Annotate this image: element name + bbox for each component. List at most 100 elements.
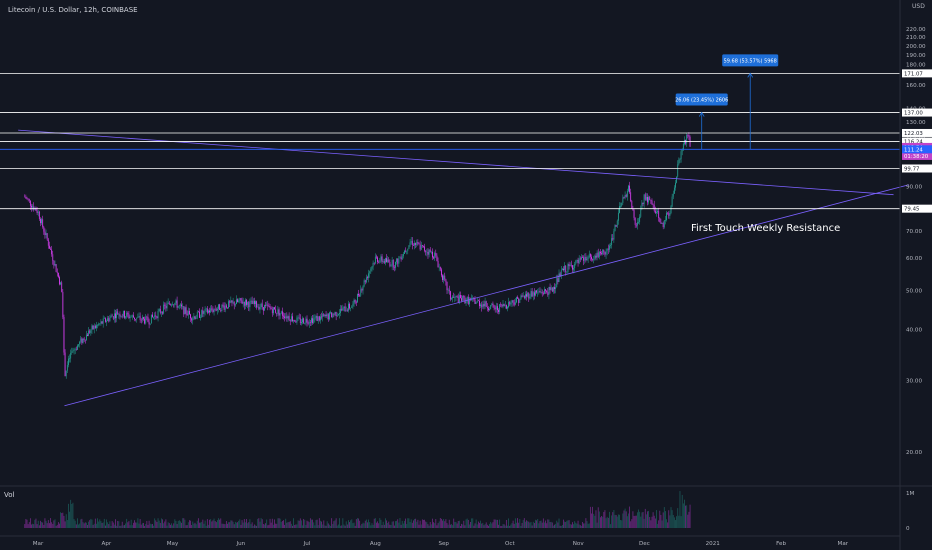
volume-bar [539, 521, 541, 528]
candle-body [320, 316, 321, 321]
candle-body [318, 316, 320, 321]
candle-body [315, 316, 317, 318]
volume-bar [155, 520, 157, 528]
candle-body [241, 300, 243, 304]
measure-label-box[interactable] [722, 54, 779, 67]
candle-body [581, 257, 582, 260]
candle-body [257, 306, 259, 308]
current-price-tag[interactable]: 111.24 [904, 147, 923, 153]
candle-body [623, 197, 625, 198]
volume-bar [326, 521, 328, 528]
volume-bar [625, 511, 627, 528]
currency-label[interactable]: USD [912, 3, 925, 10]
volume-bar [371, 523, 373, 528]
volume-bar [557, 522, 559, 528]
volume-bar [227, 523, 228, 528]
volume-bar [200, 522, 202, 528]
candle-body [171, 304, 172, 306]
volume-bar [454, 521, 456, 528]
volume-bar [594, 515, 596, 528]
candle-body [471, 297, 473, 300]
volume-bar [439, 518, 441, 528]
volume-bar [615, 515, 617, 528]
candle-body [589, 253, 591, 257]
volume-bar [270, 522, 272, 528]
candle-body [576, 260, 578, 261]
measure-label-box[interactable] [675, 93, 728, 106]
symbol-title[interactable]: Litecoin / U.S. Dollar, 12h, COINBASE [8, 6, 138, 14]
x-tick-label: Nov [573, 541, 585, 547]
candle-body [115, 313, 116, 319]
candle-body [341, 308, 343, 311]
candle-body [250, 300, 252, 302]
candle-body [99, 323, 101, 325]
candle-body [621, 202, 623, 206]
volume-bar [334, 520, 336, 528]
volume-bar [129, 525, 131, 528]
candle-body [42, 219, 44, 227]
trendline-descending[interactable] [18, 129, 894, 196]
volume-bar [358, 518, 359, 528]
candle-body [158, 309, 160, 312]
volume-bar [29, 518, 31, 528]
candle-body [407, 248, 409, 251]
candle-body [94, 325, 96, 329]
trendline-ascending[interactable] [64, 184, 910, 407]
candle-body [314, 317, 316, 319]
current-price-tag-bg [902, 145, 932, 154]
volume-bar [379, 518, 381, 528]
volume-bar [470, 521, 471, 528]
volume-bar [433, 522, 434, 528]
resistance-price-tag[interactable]: 79.45 [904, 207, 919, 213]
candle-body [413, 245, 414, 246]
candle-body [234, 304, 236, 306]
volume-label[interactable]: Vol [4, 491, 15, 499]
candle-body [56, 271, 58, 273]
volume-bar [32, 523, 34, 528]
candle-body [296, 317, 298, 323]
candle-body [639, 216, 641, 222]
y-tick-label: 90.00 [906, 185, 922, 191]
candle-body [199, 311, 200, 318]
volume-bar [657, 523, 658, 528]
volume-bar [228, 522, 230, 528]
annotation-text[interactable]: First Touch Weekly Resistance [691, 223, 840, 234]
volume-bar [380, 519, 382, 528]
volume-bar [143, 522, 144, 528]
resistance-price-tag[interactable]: 116.24 [904, 140, 923, 146]
candle-body [606, 248, 608, 252]
candle-body [294, 320, 296, 322]
candle-body [393, 267, 395, 269]
volume-bar [493, 519, 495, 528]
resistance-price-tag[interactable]: 122.03 [904, 131, 923, 137]
candle-body [652, 204, 654, 205]
volume-bar [159, 522, 161, 528]
volume-bar [260, 518, 262, 528]
x-tick-label: Sep [438, 541, 449, 547]
candle-body [24, 196, 26, 198]
volume-bar [215, 522, 217, 528]
resistance-price-tag[interactable]: 171.07 [904, 71, 923, 77]
candle-body [525, 294, 526, 299]
volume-bar [110, 525, 112, 528]
candle-body [579, 258, 581, 260]
volume-bar [395, 521, 396, 528]
volume-bar [283, 520, 284, 528]
volume-bar [231, 520, 233, 528]
volume-bar [105, 525, 106, 528]
candle-body [333, 314, 335, 315]
volume-bar [100, 521, 102, 528]
volume-bar [297, 520, 299, 528]
volume-bar [661, 520, 663, 528]
candle-body [228, 301, 230, 309]
volume-bar [24, 524, 26, 528]
candle-body [70, 352, 72, 359]
candle-body [421, 245, 423, 246]
candle-body [512, 300, 514, 303]
volume-bar [361, 523, 363, 528]
resistance-price-tag[interactable]: 99.77 [904, 166, 919, 172]
candle-body [119, 314, 121, 317]
candle-body [249, 300, 251, 308]
resistance-price-tag[interactable]: 137.00 [904, 111, 923, 117]
